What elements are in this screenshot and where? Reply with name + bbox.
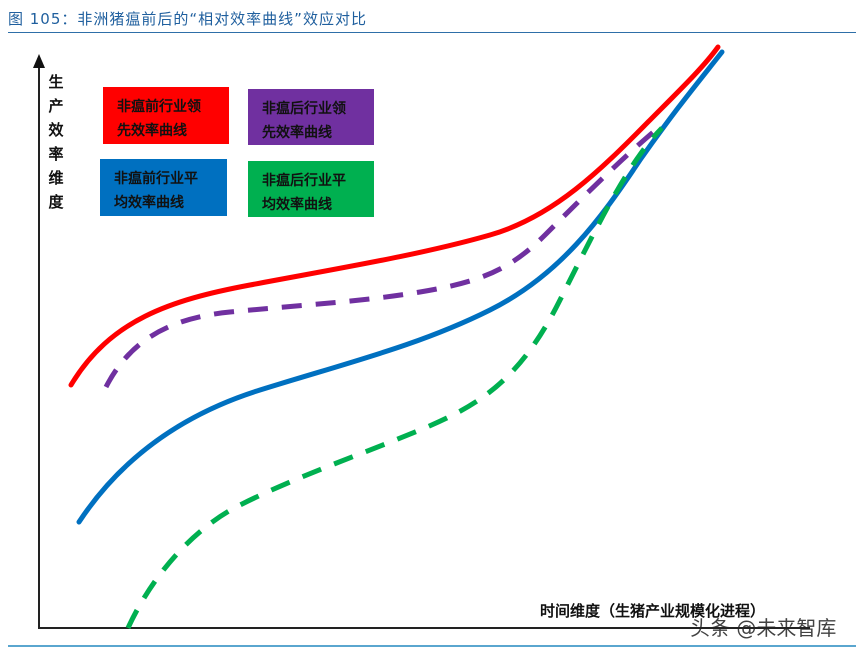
x-axis-label: 时间维度（生猪产业规模化进程）	[540, 602, 766, 620]
legend-label: 均效率曲线	[114, 195, 184, 211]
series-post-leading-line	[103, 126, 660, 389]
legend-label: 先效率曲线	[262, 125, 332, 141]
watermark: 头条 @未来智库	[690, 616, 837, 640]
series-post-average-line	[125, 126, 664, 630]
y-axis-label: 生 产 效 率 维 度	[46, 70, 66, 214]
legend-label: 非瘟前行业领	[117, 99, 201, 115]
legend-label: 先效率曲线	[117, 123, 187, 139]
y-axis-label-char: 率	[48, 145, 64, 163]
y-axis-label-char: 度	[48, 193, 64, 211]
legend-pre-leading: 非瘟前行业领 先效率曲线	[103, 87, 229, 144]
series-pre-leading-line	[68, 44, 721, 388]
legend-label: 均效率曲线	[262, 197, 332, 213]
y-axis-arrow-icon	[33, 54, 45, 68]
y-axis-label-char: 效	[48, 121, 64, 139]
y-axis-label-char: 产	[48, 97, 64, 115]
legend-pre-average: 非瘟前行业平 均效率曲线	[100, 159, 227, 216]
legend-post-leading: 非瘟后行业领 先效率曲线	[248, 89, 374, 145]
legend-label: 非瘟后行业平	[262, 173, 346, 189]
title-divider	[8, 32, 856, 33]
legend-label: 非瘟前行业平	[114, 171, 198, 187]
legend-post-average: 非瘟后行业平 均效率曲线	[248, 161, 374, 217]
y-axis-label-char: 维	[48, 169, 64, 187]
chart-title: 图 105：非洲猪瘟前后的“相对效率曲线”效应对比	[8, 10, 367, 28]
legend-label: 非瘟后行业领	[262, 101, 346, 117]
bottom-divider	[8, 645, 856, 647]
y-axis-label-char: 生	[48, 73, 64, 91]
